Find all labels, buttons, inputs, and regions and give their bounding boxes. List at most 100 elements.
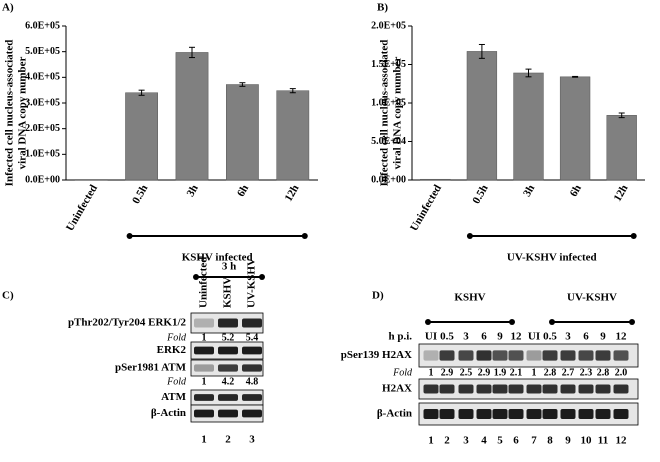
panel-label: D) [372,290,384,302]
fold-label: Fold [392,367,413,378]
row-label: pSer139 H2AX [341,349,412,361]
y-tick-label: 1.0E+05 [371,97,406,108]
x-tick-label: Uninfected [408,183,444,233]
fold-value: 2.8 [544,367,557,378]
lane-number: 2 [444,435,450,447]
band [526,384,542,394]
band [613,350,629,361]
y-tick-label: 0.0E+00 [371,174,406,185]
lane-number: 3 [249,434,255,446]
band [242,364,262,372]
y-axis-label: Infected cell nucleus-associated [4,40,16,187]
band [242,394,262,401]
fold-value: 1 [532,367,537,378]
row-label: pSer1981 ATM [115,362,187,374]
bracket-end [425,319,431,325]
lane-header: UI [528,331,540,343]
band [423,409,439,419]
lane-number: 2 [225,434,231,446]
lane-header: 6 [583,331,589,343]
band [476,409,492,419]
bar [420,178,451,181]
bracket-end [630,233,637,239]
band [595,409,611,419]
lane-header: 3 [565,331,571,343]
x-tick-label: 6h [235,183,251,199]
band [458,409,474,419]
row-label: β-Actin [377,408,412,420]
x-tick-label: 6h [568,183,584,199]
band [242,409,262,418]
x-tick-label: 0.5h [470,183,490,206]
band [578,384,594,394]
band [423,384,439,394]
y-tick-label: 1.5E+05 [371,59,406,70]
lane-header: 0.5 [543,331,557,343]
fold-value: 2.3 [580,367,593,378]
lane-header: 12 [511,331,523,343]
bar [559,76,591,181]
lane-number: 12 [616,435,628,447]
fold-label: Fold [166,376,187,387]
row-label: pThr202/Tyr204 ERK1/2 [68,317,187,329]
band [218,409,238,418]
band [560,409,576,419]
group-label: KSHV infected [182,252,253,264]
band [423,350,439,361]
band [560,350,576,361]
fold-value: 4.8 [246,376,259,387]
fold-value: 1 [202,376,207,387]
bracket-end [126,233,133,239]
fold-value: 2.9 [478,367,491,378]
band [542,384,558,394]
bar [74,179,108,181]
band [508,384,524,394]
band [194,346,214,355]
fold-value: 5.2 [222,332,235,343]
row-label: H2AX [382,383,412,395]
y-axis-label: viral DNA copy number [392,57,404,170]
band [542,350,558,361]
bracket-end [466,233,473,239]
bar [466,51,498,181]
fold-value: 2.1 [510,367,523,378]
band [492,384,508,394]
lane-header: 0.5 [440,331,454,343]
band [595,350,611,361]
lane-number: 8 [547,435,553,447]
row-label: β-Actin [151,407,186,419]
band [218,318,238,328]
x-tick-label: 3h [521,183,537,199]
bracket-end [509,319,515,325]
band [439,409,455,419]
band [492,350,508,361]
x-tick-label: 0.5h [130,183,150,206]
x-tick-label: 12h [283,183,302,204]
row-label: ERK2 [157,344,187,356]
bar [276,90,310,181]
fold-value: 5.4 [246,332,259,343]
band [218,394,238,401]
band [508,350,524,361]
y-axis-label: Infected cell nucleus-associated [379,40,391,187]
fold-value: 2.8 [597,367,610,378]
bar [175,52,209,181]
band [194,409,214,418]
y-tick-label: 1.0E+05 [25,149,60,160]
bar [226,84,259,181]
band [526,409,542,419]
band [595,384,611,394]
lane-number: 9 [565,435,571,447]
lane-header: Uninfected [198,257,210,308]
fold-value: 1 [202,332,207,343]
fold-value: 2.0 [615,367,628,378]
lane-number: 5 [497,435,503,447]
band [613,409,629,419]
panel-label: A) [2,2,14,14]
y-tick-label: 0.0E+00 [25,174,60,185]
y-tick-label: 2.0E+05 [25,123,60,134]
lane-number: 6 [513,435,519,447]
band [458,350,474,361]
bracket-end [629,319,635,325]
